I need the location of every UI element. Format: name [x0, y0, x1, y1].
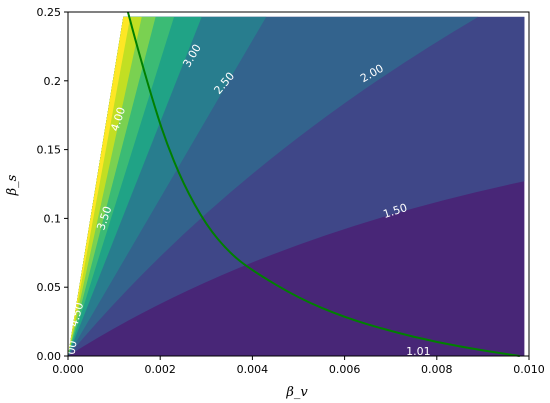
y-axis: 0.00 0.05 0.1 0.15 0.2 0.25: [37, 6, 68, 363]
contour-regions: [68, 12, 529, 356]
y-tick-label: 0.05: [37, 281, 62, 294]
x-tick-label: 0.002: [144, 363, 176, 376]
contour-region-4: [68, 16, 156, 356]
y-tick-label: 0.25: [37, 6, 62, 19]
curve-layer: [126, 11, 520, 357]
contour-label: 1.01: [406, 345, 431, 358]
contour-region-5: [68, 16, 131, 356]
plot-frame: [67, 11, 530, 357]
x-tick-label: 0.006: [329, 363, 361, 376]
x-tick-label: 0.000: [52, 363, 84, 376]
y-tick-label: 0.1: [44, 212, 62, 225]
y-tick-label: 0.15: [37, 144, 62, 157]
y-axis-label: β_s: [5, 174, 20, 196]
contour-region-3: [68, 16, 202, 356]
contour-label: 00: [65, 340, 80, 356]
contour-label: 4.50: [67, 301, 86, 328]
x-axis: 0.000 0.002 0.004 0.006 0.008 0.010: [52, 356, 545, 376]
x-tick-label: 0.004: [237, 363, 269, 376]
y-tick-label: 0.00: [37, 350, 62, 363]
x-tick-label: 0.008: [421, 363, 453, 376]
contour-region-3.5: [68, 16, 175, 356]
threshold-curve: [126, 11, 520, 357]
x-tick-label: 0.010: [513, 363, 545, 376]
y-tick-label: 0.2: [44, 75, 62, 88]
x-axis-label: β_v: [285, 385, 308, 400]
contour-region-4.5: [68, 16, 142, 356]
